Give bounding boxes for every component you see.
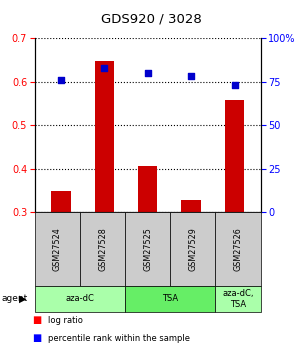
Bar [138, 166, 158, 212]
Text: percentile rank within the sample: percentile rank within the sample [48, 334, 191, 343]
Text: agent: agent [2, 294, 28, 304]
Point [102, 65, 107, 70]
Text: GSM27524: GSM27524 [53, 227, 62, 271]
Text: GSM27525: GSM27525 [143, 227, 152, 271]
Text: ■: ■ [32, 334, 41, 343]
Bar [225, 100, 244, 212]
Text: TSA: TSA [162, 294, 178, 304]
Text: ■: ■ [32, 315, 41, 325]
Text: aza-dC: aza-dC [65, 294, 95, 304]
Bar [95, 61, 114, 212]
Text: GDS920 / 3028: GDS920 / 3028 [101, 12, 202, 25]
Bar [181, 200, 201, 212]
Text: GSM27529: GSM27529 [188, 227, 197, 271]
Point [58, 77, 63, 82]
Text: log ratio: log ratio [48, 316, 83, 325]
Point [232, 82, 237, 88]
Text: GSM27528: GSM27528 [98, 227, 107, 271]
Bar [51, 191, 71, 212]
Text: GSM27526: GSM27526 [234, 227, 242, 271]
Point [145, 70, 150, 76]
Text: ▶: ▶ [19, 294, 26, 304]
Point [189, 73, 194, 79]
Text: aza-dC,
TSA: aza-dC, TSA [222, 289, 254, 309]
